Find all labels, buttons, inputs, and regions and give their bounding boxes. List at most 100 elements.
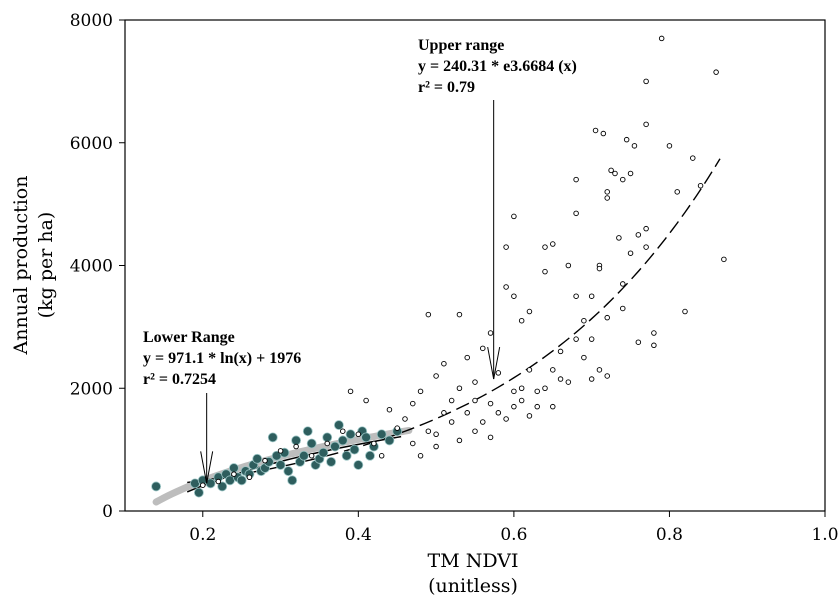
x-tick-label: 0.6 [500, 525, 527, 545]
data-point-open [620, 305, 626, 312]
data-point-open [526, 367, 533, 373]
data-point-open [417, 453, 424, 459]
data-point-open [588, 376, 595, 382]
data-point-open [620, 176, 626, 183]
data-point-open [456, 385, 463, 392]
data-point-open [402, 416, 408, 422]
data-point-open [682, 308, 688, 315]
data-point-open [635, 232, 642, 238]
data-point-open [604, 189, 610, 195]
data-point-open [557, 348, 564, 355]
data-point-filled [361, 432, 372, 443]
data-point-open [542, 268, 548, 275]
data-point-open [215, 478, 222, 485]
data-point-open [433, 431, 439, 438]
y-tick-label: 0 [102, 502, 113, 522]
data-point-open [588, 336, 595, 342]
data-point-open [518, 385, 525, 392]
data-point-open [308, 453, 315, 459]
data-point-open [472, 428, 478, 434]
data-point-filled [298, 450, 309, 461]
data-point-filled [384, 435, 395, 446]
data-point-open [456, 311, 463, 318]
y-axis-label-line1: Annual production [10, 176, 32, 356]
data-point-open [480, 345, 486, 352]
data-point-open [410, 440, 416, 447]
data-point-filled [252, 453, 263, 464]
data-point-open [262, 457, 268, 464]
data-point-filled [318, 447, 329, 458]
data-point-open [378, 453, 385, 459]
data-point-open [246, 474, 253, 480]
data-point-open [608, 167, 614, 174]
data-point-filled [365, 450, 375, 461]
data-point-open [495, 410, 502, 416]
data-point-filled [345, 429, 356, 440]
data-point-filled [376, 429, 387, 440]
data-point-open [371, 440, 377, 447]
data-point-filled [333, 420, 344, 430]
data-point-open [487, 330, 494, 336]
data-point-open [565, 262, 572, 269]
data-point-open [674, 189, 680, 195]
data-point-filled [349, 444, 360, 455]
data-point-open [627, 250, 634, 256]
upper-fit-line [187, 158, 721, 484]
data-point-open [604, 195, 610, 201]
data-point-open [526, 308, 533, 315]
data-point-open [690, 155, 696, 161]
data-point-open [425, 311, 432, 318]
data-point-open [363, 397, 369, 404]
data-point-open [658, 35, 665, 42]
y-tick-label: 2000 [70, 379, 113, 399]
data-point-open [394, 425, 400, 431]
data-point-open [386, 406, 393, 413]
data-point-open [417, 388, 424, 395]
data-point-open [340, 428, 346, 434]
data-point-open [573, 293, 579, 299]
data-point-open [604, 373, 610, 379]
data-point-filled [283, 466, 294, 477]
data-point-open [588, 293, 595, 299]
data-point-open [441, 410, 447, 416]
data-point-filled [151, 481, 162, 492]
data-point-open [487, 434, 494, 441]
data-point-open [456, 437, 463, 444]
data-point-filled [326, 456, 337, 467]
data-point-open [518, 317, 525, 324]
data-point-filled [291, 435, 302, 446]
data-point-filled [322, 432, 333, 443]
data-point-open [277, 448, 284, 454]
data-point-open [293, 443, 299, 450]
data-point-open [592, 127, 599, 134]
upper-range-arrow-head [487, 346, 501, 380]
data-point-open [231, 471, 237, 477]
data-point-open [503, 416, 509, 422]
data-point-open [487, 400, 494, 407]
x-tick-label: 0.8 [656, 525, 683, 545]
data-point-open [643, 244, 649, 250]
data-point-filled [228, 463, 239, 473]
data-point-open [713, 69, 719, 75]
lower-range-arrow-head [200, 451, 214, 484]
data-point-open [550, 367, 556, 373]
data-point-open [596, 367, 603, 373]
data-point-filled [275, 460, 286, 470]
lower-range-equation: y = 971.1 * ln(x) + 1976 [143, 350, 301, 367]
data-point-open [534, 388, 540, 395]
data-point-open [472, 397, 478, 404]
data-point-open [596, 265, 603, 272]
data-point-open [480, 419, 486, 425]
data-point-open [565, 379, 572, 385]
x-tick-label: 1.0 [811, 525, 838, 545]
data-point-open [518, 397, 525, 404]
data-point-open [557, 376, 564, 382]
data-point-open [526, 413, 533, 419]
data-point-open [503, 244, 509, 250]
data-point-open [721, 256, 727, 263]
data-point-open [573, 336, 579, 342]
data-point-open [651, 330, 657, 336]
data-point-open [616, 235, 622, 241]
data-point-open [448, 419, 455, 425]
data-point-open [433, 443, 439, 450]
